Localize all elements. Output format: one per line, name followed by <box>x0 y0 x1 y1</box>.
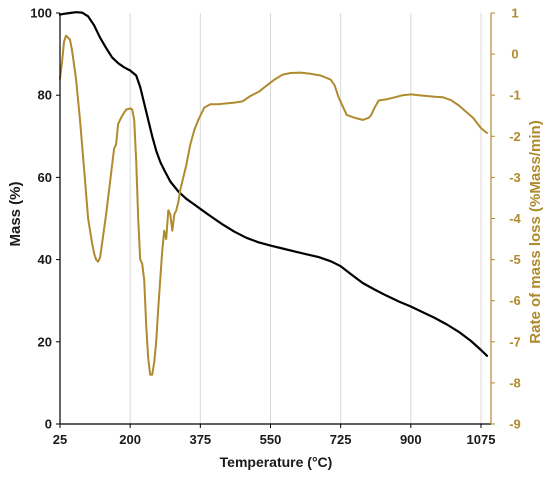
tick-label-x: 900 <box>400 432 422 447</box>
tick-label-left: 80 <box>38 88 52 103</box>
axes <box>59 13 492 425</box>
series-layer <box>58 11 489 376</box>
tick-label-x: 200 <box>119 432 141 447</box>
tick-label-left: 20 <box>38 334 52 349</box>
tick-label-left: 40 <box>38 252 52 267</box>
tick-label-left: 0 <box>45 417 52 432</box>
tick-label-right: -3 <box>509 170 521 185</box>
tick-label-right: -4 <box>509 211 521 226</box>
tick-label-right: -9 <box>509 417 521 432</box>
tick-label-left: 60 <box>38 170 52 185</box>
tick-label-right: -1 <box>509 88 521 103</box>
tick-label-right: -2 <box>509 129 521 144</box>
tick-label-right: -5 <box>509 252 521 267</box>
tick-label-right: -8 <box>509 375 521 390</box>
tick-label-right: 1 <box>511 6 518 21</box>
tick-label-x: 1075 <box>467 432 496 447</box>
tick-label-x: 375 <box>189 432 211 447</box>
series-line-mass <box>58 11 489 357</box>
grid-lines <box>129 13 482 424</box>
tick-label-x: 25 <box>53 432 67 447</box>
y-axis-label-right: Rate of mass loss (%Mass/min) <box>527 120 544 343</box>
series-line-rate <box>59 34 488 376</box>
tick-label-x: 725 <box>330 432 352 447</box>
tick-labels: 0 20 40 60 80 100 -9 -8 -7 -6 -5 -4 -3 -2 -1 0 1 25 200 375… <box>30 6 521 448</box>
tick-label-left: 100 <box>30 6 52 21</box>
tick-label-x: 550 <box>260 432 282 447</box>
y-axis-label-left: Mass (%) <box>7 181 24 246</box>
tick-label-right: 0 <box>511 47 518 62</box>
tick-label-right: -7 <box>509 334 521 349</box>
x-axis-label: Temperature (°C) <box>220 454 333 470</box>
tick-label-right: -6 <box>509 293 521 308</box>
